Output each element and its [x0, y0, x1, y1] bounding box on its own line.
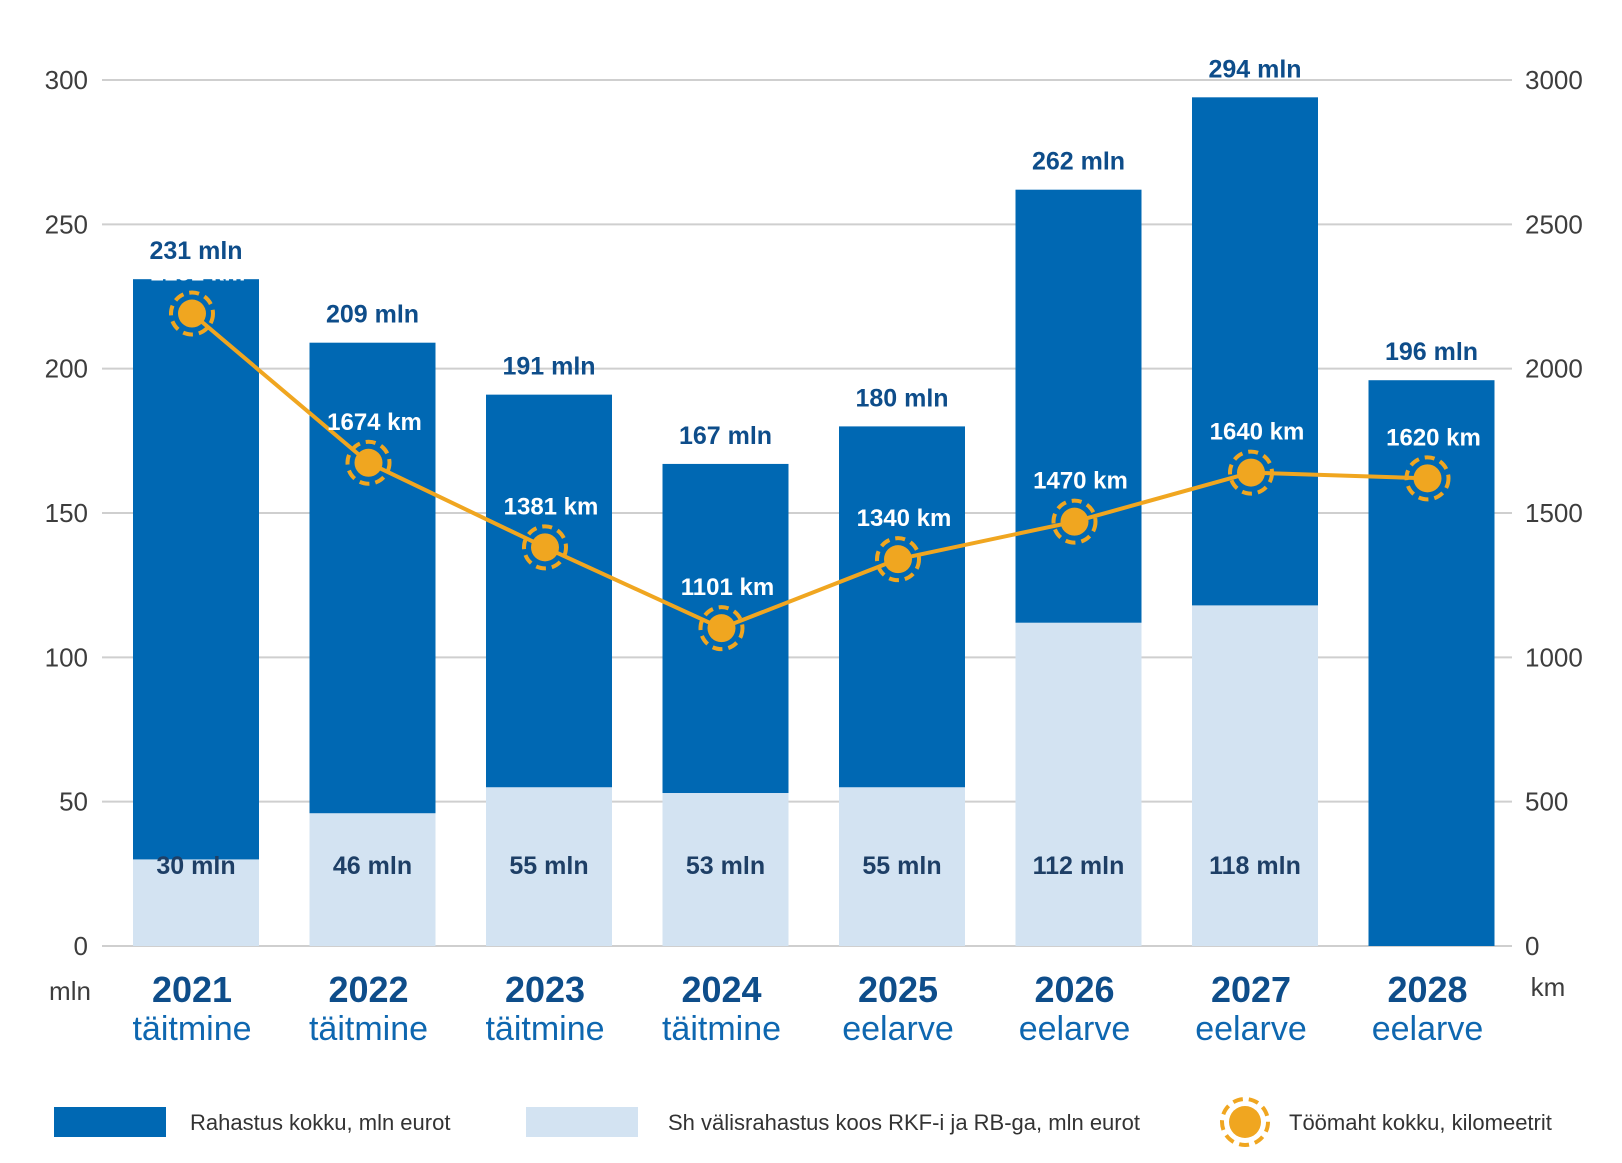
km-labels: 2191 km 1674 km 1381 km 1101 km 1340 km 1470 …: [151, 260, 1481, 602]
right-tick-label: 1500: [1525, 498, 1583, 528]
left-tick-label: 250: [45, 209, 88, 239]
bar-total-label: 191 mln: [502, 353, 595, 381]
bar-external: [133, 859, 259, 946]
km-point: [884, 545, 912, 574]
km-line: [169, 290, 1451, 652]
km-point-halo: [345, 439, 392, 486]
km-point: [354, 448, 383, 477]
legend: Rahastus kokku, mln eurot Sh välisrahast…: [54, 1097, 1552, 1147]
left-tick-label: 50: [59, 787, 88, 817]
legend-label-total: Rahastus kokku, mln eurot: [190, 1110, 450, 1135]
right-tick-label: 2000: [1525, 354, 1583, 384]
km-point-halo: [1404, 455, 1451, 502]
x-type-label: täitmine: [132, 1010, 251, 1048]
bar-total: [133, 279, 259, 946]
bar-external-label: 112 mln: [1033, 852, 1125, 880]
legend-label-km: Töömaht kokku, kilomeetrit: [1289, 1110, 1552, 1135]
x-year-label: 2023: [505, 969, 585, 1010]
right-tick-label: 3000: [1525, 65, 1583, 95]
left-tick-label: 200: [45, 354, 88, 384]
km-label: 1620 km: [1386, 424, 1481, 451]
km-point: [1060, 507, 1089, 536]
left-tick-label: 0: [74, 931, 88, 961]
x-year-label: 2021: [152, 969, 232, 1010]
km-point-halo: [522, 524, 568, 571]
bar-labels: 231 mln 30 mln 209 mln 46 mln 191 mln 55 mln 1…: [149, 55, 1478, 880]
bar-external: [1015, 622, 1142, 946]
left-tick-label: 100: [45, 642, 88, 672]
km-point: [1237, 458, 1265, 487]
x-type-label: eelarve: [842, 1010, 954, 1048]
legend-swatch-external: [526, 1107, 638, 1137]
right-axis: 0 500 1000 1500 2000 2500 3000: [1525, 65, 1583, 961]
legend-label-external: Sh välisrahastus koos RKF-i ja RB-ga, ml…: [668, 1110, 1140, 1135]
external-bars: [133, 605, 1318, 946]
x-year-label: 2028: [1387, 969, 1467, 1010]
bar-total-label: 196 mln: [1385, 338, 1478, 366]
km-series-line: [190, 312, 1428, 631]
km-point-halo: [1051, 498, 1098, 545]
right-tick-label: 500: [1525, 787, 1568, 817]
x-type-label: eelarve: [1195, 1010, 1307, 1048]
x-type-label: eelarve: [1019, 1010, 1131, 1048]
km-label: 1470 km: [1033, 468, 1128, 495]
left-axis-unit: mln: [49, 976, 91, 1006]
bar-external: [1192, 605, 1318, 946]
x-type-label: eelarve: [1372, 1010, 1484, 1048]
x-type-label: täitmine: [309, 1010, 428, 1048]
bar-external: [309, 813, 436, 946]
km-point-halo: [698, 605, 745, 652]
km-point: [531, 533, 559, 562]
km-label: 1640 km: [1210, 419, 1305, 446]
bar-total-label: 209 mln: [326, 301, 419, 329]
bar-external-label: 46 mln: [333, 852, 412, 880]
km-point: [178, 299, 206, 328]
right-tick-label: 1000: [1525, 642, 1583, 672]
km-label: 1101 km: [681, 574, 774, 601]
bar-external-label: 118 mln: [1209, 852, 1301, 880]
km-point-halo: [875, 536, 921, 583]
x-year-label: 2026: [1034, 969, 1114, 1010]
km-point-halo: [1228, 449, 1274, 496]
bar-total-label: 167 mln: [679, 422, 772, 450]
bar-external-label: 30 mln: [156, 852, 235, 880]
bar-external-label: 55 mln: [862, 852, 941, 880]
legend-marker-line-icon: [1220, 1097, 1270, 1147]
x-axis-labels: 2021täitmine2022täitmine2023täitmine2024…: [132, 969, 1483, 1048]
x-year-label: 2027: [1211, 969, 1291, 1010]
bar-total-label: 294 mln: [1208, 55, 1301, 83]
bar-external: [662, 793, 789, 946]
km-point: [1413, 464, 1442, 493]
x-type-label: täitmine: [485, 1010, 604, 1048]
bar-total-label: 180 mln: [855, 384, 948, 412]
bar-external: [839, 787, 965, 946]
x-year-label: 2025: [858, 969, 938, 1010]
bar-external: [486, 787, 612, 946]
bar-total-label: 231 mln: [149, 237, 242, 265]
km-point: [707, 614, 736, 643]
left-axis: 0 50 100 150 200 250 300: [45, 65, 88, 961]
x-year-label: 2024: [681, 969, 761, 1010]
x-type-label: täitmine: [662, 1010, 781, 1048]
left-tick-label: 300: [45, 65, 88, 95]
right-tick-label: 2500: [1525, 209, 1583, 239]
bar-total-label: 262 mln: [1032, 148, 1125, 176]
km-label: 1381 km: [504, 493, 599, 520]
legend-swatch-total: [54, 1107, 166, 1137]
km-point-halo: [169, 290, 215, 337]
km-label: 2191 km: [151, 260, 246, 287]
left-tick-label: 150: [45, 498, 88, 528]
km-label: 1340 km: [857, 505, 952, 532]
bar-external-label: 55 mln: [509, 852, 588, 880]
right-axis-unit: km: [1531, 972, 1566, 1002]
km-label: 1674 km: [327, 409, 422, 436]
right-tick-label: 0: [1525, 931, 1539, 961]
x-year-label: 2022: [328, 969, 408, 1010]
bar-external-label: 53 mln: [686, 852, 765, 880]
